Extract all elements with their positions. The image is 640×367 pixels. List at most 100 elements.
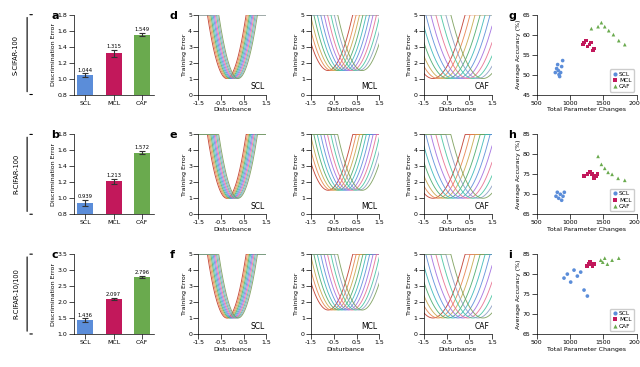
Point: [582, 293, 593, 299]
Point: [607, 257, 617, 263]
Y-axis label: Training Error: Training Error: [407, 153, 412, 196]
X-axis label: Disturbance: Disturbance: [439, 107, 477, 112]
Point: [596, 257, 606, 263]
Point: [559, 189, 570, 195]
Bar: [77, 320, 93, 366]
Point: [593, 24, 603, 30]
Y-axis label: Discrimination Error: Discrimination Error: [51, 23, 56, 86]
Point: [557, 63, 567, 69]
Text: h: h: [509, 130, 516, 141]
Point: [582, 171, 593, 177]
Text: 1.436: 1.436: [77, 313, 93, 318]
X-axis label: Total Parameter Changes: Total Parameter Changes: [547, 227, 626, 232]
Y-axis label: Training Error: Training Error: [182, 273, 187, 315]
Text: 1.549: 1.549: [134, 27, 150, 32]
Point: [572, 273, 582, 279]
Y-axis label: Training Error: Training Error: [182, 33, 187, 76]
Point: [575, 269, 586, 275]
Point: [608, 32, 618, 37]
Text: R-CIFAR-100: R-CIFAR-100: [13, 154, 19, 195]
Point: [589, 175, 599, 181]
Legend: SCL, MCL, CAF: SCL, MCL, CAF: [611, 189, 634, 211]
Point: [582, 44, 593, 50]
Text: d: d: [170, 11, 178, 21]
Point: [589, 261, 599, 267]
Bar: [106, 299, 122, 366]
Point: [620, 177, 630, 183]
Text: g: g: [509, 11, 516, 21]
Text: CAF: CAF: [475, 82, 490, 91]
Text: MCL: MCL: [361, 322, 377, 331]
Point: [579, 287, 589, 293]
Point: [584, 42, 595, 48]
Point: [557, 58, 568, 63]
Text: 0.939: 0.939: [77, 194, 93, 199]
Bar: [134, 35, 150, 159]
Y-axis label: Training Error: Training Error: [294, 33, 300, 76]
X-axis label: Disturbance: Disturbance: [439, 227, 477, 232]
Point: [591, 173, 601, 179]
Point: [614, 38, 624, 44]
Text: b: b: [51, 130, 59, 141]
X-axis label: Total Parameter Changes: Total Parameter Changes: [547, 107, 626, 112]
Point: [566, 279, 576, 285]
Point: [603, 170, 613, 175]
Text: 2.097: 2.097: [106, 292, 121, 297]
Bar: [77, 75, 93, 159]
Y-axis label: Discrimination Error: Discrimination Error: [51, 262, 56, 326]
Bar: [134, 277, 150, 366]
Text: CAF: CAF: [475, 202, 490, 211]
Point: [607, 171, 617, 177]
Legend: SCL, MCL, CAF: SCL, MCL, CAF: [611, 309, 634, 331]
Point: [592, 171, 602, 177]
Y-axis label: Training Error: Training Error: [407, 33, 412, 76]
Point: [600, 24, 610, 30]
Point: [569, 267, 579, 273]
Y-axis label: Average Accuracy (%): Average Accuracy (%): [516, 259, 521, 329]
X-axis label: Disturbance: Disturbance: [326, 107, 364, 112]
Text: 1.044: 1.044: [77, 68, 93, 73]
X-axis label: Disturbance: Disturbance: [326, 346, 364, 352]
X-axis label: Disturbance: Disturbance: [439, 346, 477, 352]
Bar: [106, 181, 122, 278]
Point: [554, 72, 564, 77]
Point: [600, 255, 610, 261]
X-axis label: Total Parameter Changes: Total Parameter Changes: [547, 346, 626, 352]
Point: [588, 263, 598, 269]
Point: [587, 171, 597, 177]
Point: [552, 189, 563, 195]
Text: SCL: SCL: [250, 322, 264, 331]
Y-axis label: Average Accuracy (%): Average Accuracy (%): [516, 139, 521, 209]
Point: [554, 195, 564, 201]
Point: [589, 46, 599, 51]
Point: [559, 275, 569, 281]
Point: [596, 161, 607, 167]
Point: [596, 20, 607, 26]
Point: [556, 70, 566, 76]
Point: [586, 40, 596, 46]
X-axis label: Disturbance: Disturbance: [213, 227, 252, 232]
Point: [600, 166, 610, 171]
Point: [581, 38, 591, 44]
Point: [552, 66, 562, 72]
Y-axis label: Training Error: Training Error: [182, 153, 187, 196]
Bar: [106, 53, 122, 159]
Text: 1.572: 1.572: [134, 145, 150, 150]
Text: CAF: CAF: [475, 322, 490, 331]
Point: [586, 261, 596, 267]
Text: S-CIFAR-100: S-CIFAR-100: [13, 34, 19, 75]
Y-axis label: Training Error: Training Error: [294, 273, 300, 315]
Point: [586, 26, 596, 32]
Point: [613, 175, 623, 181]
Text: 1.213: 1.213: [106, 173, 121, 178]
Point: [579, 173, 589, 179]
Point: [598, 259, 608, 265]
Point: [593, 153, 603, 159]
Text: MCL: MCL: [361, 82, 377, 91]
Y-axis label: Training Error: Training Error: [407, 273, 412, 315]
Point: [558, 193, 568, 199]
X-axis label: Disturbance: Disturbance: [213, 346, 252, 352]
Text: c: c: [51, 250, 58, 260]
Point: [552, 62, 563, 68]
Point: [557, 197, 567, 203]
